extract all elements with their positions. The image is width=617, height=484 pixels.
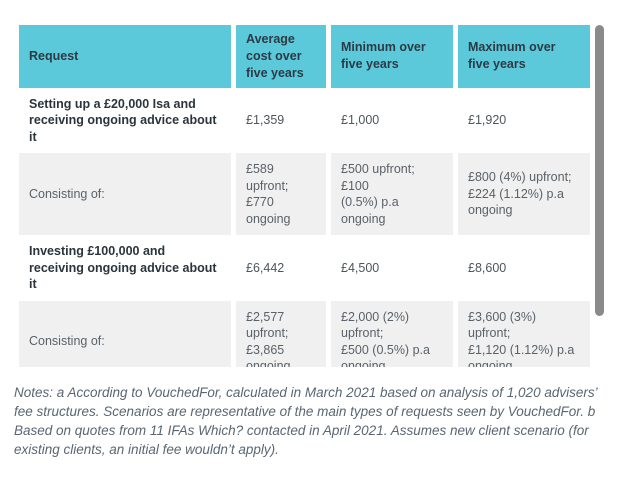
table-row: Investing £100,000 and receiving ongoing… (19, 235, 590, 301)
maximum-cell: £800 (4%) upfront; £224 (1.12%) p.a ongo… (453, 153, 590, 236)
table-scroll-viewport[interactable]: Request Average cost over five years Min… (19, 25, 590, 367)
maximum-cell: £3,600 (3%) upfront; £1,120 (1.12%) p.a … (453, 300, 590, 367)
average-cost-cell: £2,577 upfront; £3,865 ongoing (231, 300, 326, 367)
request-cell: Consisting of: (19, 300, 231, 367)
average-cost-cell: £589 upfront; £770 ongoing (231, 153, 326, 236)
request-cell: Consisting of: (19, 153, 231, 236)
average-cost-cell: £1,359 (231, 87, 326, 154)
table-header-row: Request Average cost over five years Min… (19, 25, 590, 88)
table-footnotes: Notes: a According to VouchedFor, calcul… (14, 385, 597, 457)
column-header-minimum: Minimum over five years (326, 25, 453, 88)
adviser-fees-table: Request Average cost over five years Min… (19, 25, 590, 367)
fees-table-region: Request Average cost over five years Min… (19, 25, 604, 367)
minimum-cell: £4,500 (326, 235, 453, 301)
column-header-maximum: Maximum over five years (453, 25, 590, 88)
vertical-scrollbar-thumb[interactable] (595, 25, 604, 316)
table-row: Consisting of: £2,577 upfront; £3,865 on… (19, 300, 590, 367)
average-cost-cell: £6,442 (231, 235, 326, 301)
minimum-cell: £500 upfront; £100 (0.5%) p.a ongoing (326, 153, 453, 236)
minimum-cell: £1,000 (326, 87, 453, 154)
minimum-cell: £2,000 (2%) upfront; £500 (0.5%) p.a ong… (326, 300, 453, 367)
maximum-cell: £8,600 (453, 235, 590, 301)
column-header-average: Average cost over five years (231, 25, 326, 88)
table-row: Consisting of: £589 upfront; £770 ongoin… (19, 153, 590, 236)
request-cell: Setting up a £20,000 Isa and receiving o… (19, 87, 231, 154)
column-header-request: Request (19, 25, 231, 88)
maximum-cell: £1,920 (453, 87, 590, 154)
vertical-scrollbar-track[interactable] (595, 25, 604, 367)
request-cell: Investing £100,000 and receiving ongoing… (19, 235, 231, 301)
table-row: Setting up a £20,000 Isa and receiving o… (19, 87, 590, 154)
